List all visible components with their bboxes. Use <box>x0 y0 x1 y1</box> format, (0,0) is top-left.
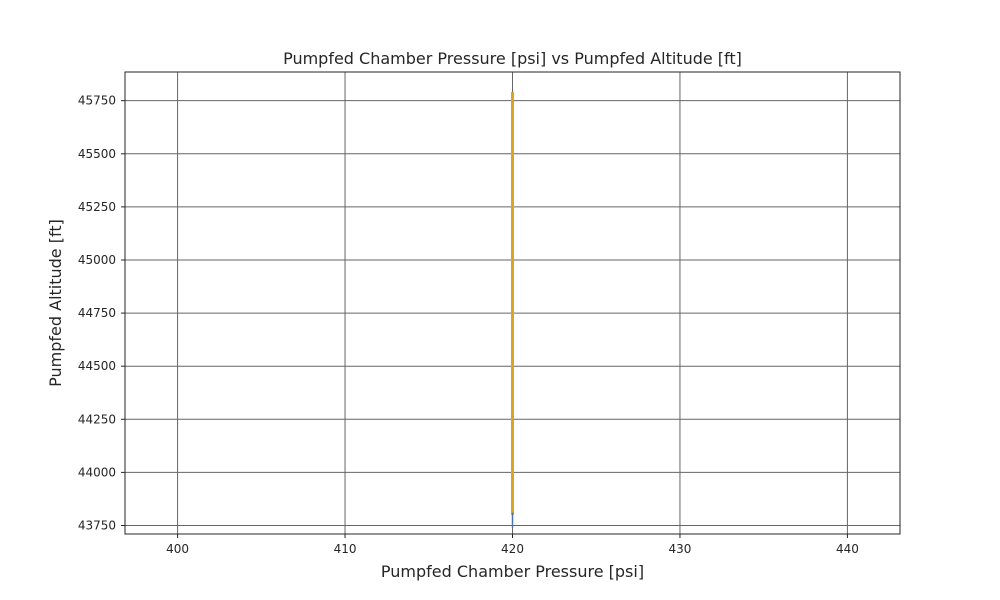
y-tick-label: 44000 <box>78 465 116 479</box>
x-tick-label: 410 <box>334 542 357 556</box>
y-tick-label: 45250 <box>78 200 116 214</box>
y-axis-label: Pumpfed Altitude [ft] <box>46 219 65 387</box>
x-tick-label: 400 <box>166 542 189 556</box>
x-tick-label: 430 <box>669 542 692 556</box>
tick-layer: 400 410 420 430 440 43750 44000 44250 44500 44750… <box>78 94 859 556</box>
y-tick-label: 44750 <box>78 306 116 320</box>
x-tick-label: 440 <box>836 542 859 556</box>
y-tick-label: 45500 <box>78 147 116 161</box>
y-tick-label: 43750 <box>78 519 116 533</box>
x-axis-label: Pumpfed Chamber Pressure [psi] <box>381 562 644 581</box>
y-tick-label: 45000 <box>78 253 116 267</box>
y-tick-label: 44250 <box>78 412 116 426</box>
y-tick-label: 44500 <box>78 359 116 373</box>
y-tick-label: 45750 <box>78 94 116 108</box>
chart-title: Pumpfed Chamber Pressure [psi] vs Pumpfe… <box>283 49 742 68</box>
x-tick-label: 420 <box>501 542 524 556</box>
